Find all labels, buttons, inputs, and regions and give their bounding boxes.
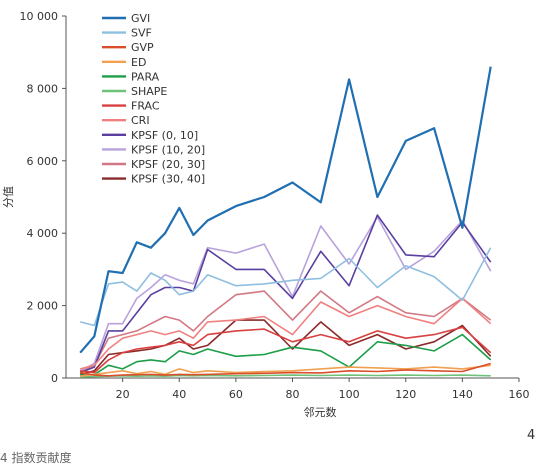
series-line-shape	[80, 374, 491, 378]
y-tick-label: 6 000	[27, 155, 59, 168]
series-line-kpsf-20-30	[79, 290, 492, 373]
series-line-cri	[80, 297, 492, 370]
legend-label: CRI	[131, 114, 150, 127]
legend-label: GVP	[131, 41, 154, 54]
x-tick-label: 120	[395, 388, 416, 401]
y-tick-label: 10 000	[20, 10, 59, 23]
x-tick-label: 160	[509, 388, 530, 401]
series-line-svf	[80, 247, 492, 327]
series-line-gvp	[80, 362, 491, 377]
x-axis-label: 邻元数	[304, 406, 337, 419]
series-line-ed	[80, 364, 491, 377]
x-tick-label: 60	[229, 388, 243, 401]
y-axis-label: 分值	[2, 186, 15, 208]
legend-label: KPSF (30, 40]	[131, 173, 205, 186]
legend-label: KPSF (20, 30]	[131, 158, 205, 171]
legend-label: SHAPE	[131, 85, 167, 98]
series-line-frac	[80, 326, 492, 374]
x-tick-label: 20	[116, 388, 130, 401]
series-line-kpsf-10-20	[79, 216, 492, 372]
y-tick-label: 0	[51, 372, 58, 385]
series-line-para	[80, 333, 492, 376]
legend-label: KPSF (0, 10]	[131, 129, 198, 142]
x-tick-label: 80	[286, 388, 300, 401]
x-tick-label: 140	[452, 388, 473, 401]
legend-label: GVI	[131, 12, 150, 25]
legend-label: ED	[131, 56, 146, 69]
y-tick-label: 2 000	[27, 300, 59, 313]
legend-label: KPSF (10, 20]	[131, 143, 205, 156]
y-tick-label: 4 000	[27, 227, 59, 240]
y-tick-label: 8 000	[27, 82, 59, 95]
legend-label: FRAC	[131, 100, 160, 113]
legend-label: SVF	[131, 27, 152, 40]
series-line-gvi	[79, 66, 492, 354]
x-tick-label: 40	[172, 388, 186, 401]
legend-label: PARA	[131, 70, 160, 83]
figure-number: 4	[527, 428, 536, 443]
series-line-kpsf-0-10	[79, 214, 492, 374]
x-tick-label: 100	[339, 388, 360, 401]
line-chart: 0 2 000 4 000 6 000 8 000 10 000 20 40 60 80 100 12…	[2, 10, 530, 419]
figure-caption: 4 指数贡献度	[0, 451, 72, 465]
